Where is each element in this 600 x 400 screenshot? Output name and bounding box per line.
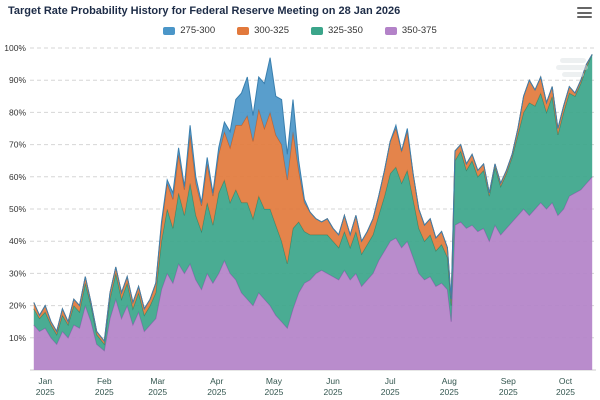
x-axis-year-label: 2025 [381,387,400,397]
legend-label: 325-350 [328,25,363,36]
x-axis-year-label: 2025 [95,387,114,397]
menu-bar [577,7,592,9]
x-axis-month-label: Feb [97,376,112,386]
menu-bar [577,16,592,18]
legend: 275-300 300-325 325-350 350-375 [0,25,600,36]
legend-item-275-300[interactable]: 275-300 [163,25,215,36]
legend-marker-icon [384,26,397,35]
area-line-275-300 [33,54,593,343]
legend-label: 300-325 [254,25,289,36]
stacked-area-chart: 10%20%30%40%50%60%70%80%90%100%Jan2025Fe… [4,43,596,397]
x-axis-year-label: 2025 [207,387,226,397]
x-axis-year-label: 2025 [148,387,167,397]
x-axis-month-label: May [266,376,283,386]
x-axis-year-label: 2025 [324,387,343,397]
watermark-logo [556,56,588,84]
y-axis-label: 40% [9,236,26,246]
y-axis-label: 90% [9,75,26,85]
x-axis-month-label: Jun [326,376,340,386]
x-axis-month-label: Aug [442,376,457,386]
legend-marker-icon [237,26,250,35]
y-axis-label: 80% [9,107,26,117]
x-axis-year-label: 2025 [264,387,283,397]
x-axis-year-label: 2025 [36,387,55,397]
area-band-350-375 [33,176,593,370]
legend-label: 350-375 [401,25,437,36]
x-axis-month-label: Apr [210,376,223,386]
legend-item-350-375[interactable]: 350-375 [384,25,437,36]
hamburger-menu-icon[interactable] [577,7,592,19]
menu-bar [577,11,592,14]
x-axis-year-label: 2025 [499,387,518,397]
y-axis-label: 10% [9,333,26,343]
area-band-325-350 [33,54,593,351]
legend-marker-icon [311,26,323,35]
legend-item-300-325[interactable]: 300-325 [237,25,289,36]
y-axis-label: 30% [9,268,26,278]
x-axis-month-label: Oct [559,376,573,386]
legend-marker-icon [163,26,176,35]
x-axis-year-label: 2025 [440,387,459,397]
y-axis-label: 60% [9,172,26,182]
chart-title: Target Rate Probability History for Fede… [8,5,401,17]
x-axis-month-label: Sep [501,376,516,386]
x-axis-month-label: Mar [150,376,165,386]
x-axis-year-label: 2025 [556,387,575,397]
x-axis-month-label: Jul [385,376,396,386]
x-axis-month-label: Jan [38,376,52,386]
y-axis-label: 20% [9,301,26,311]
y-axis-label: 100% [4,43,26,53]
y-axis-label: 50% [9,204,26,214]
legend-label: 275-300 [180,25,216,36]
legend-item-325-350[interactable]: 325-350 [311,25,363,36]
y-axis-label: 70% [9,140,26,150]
